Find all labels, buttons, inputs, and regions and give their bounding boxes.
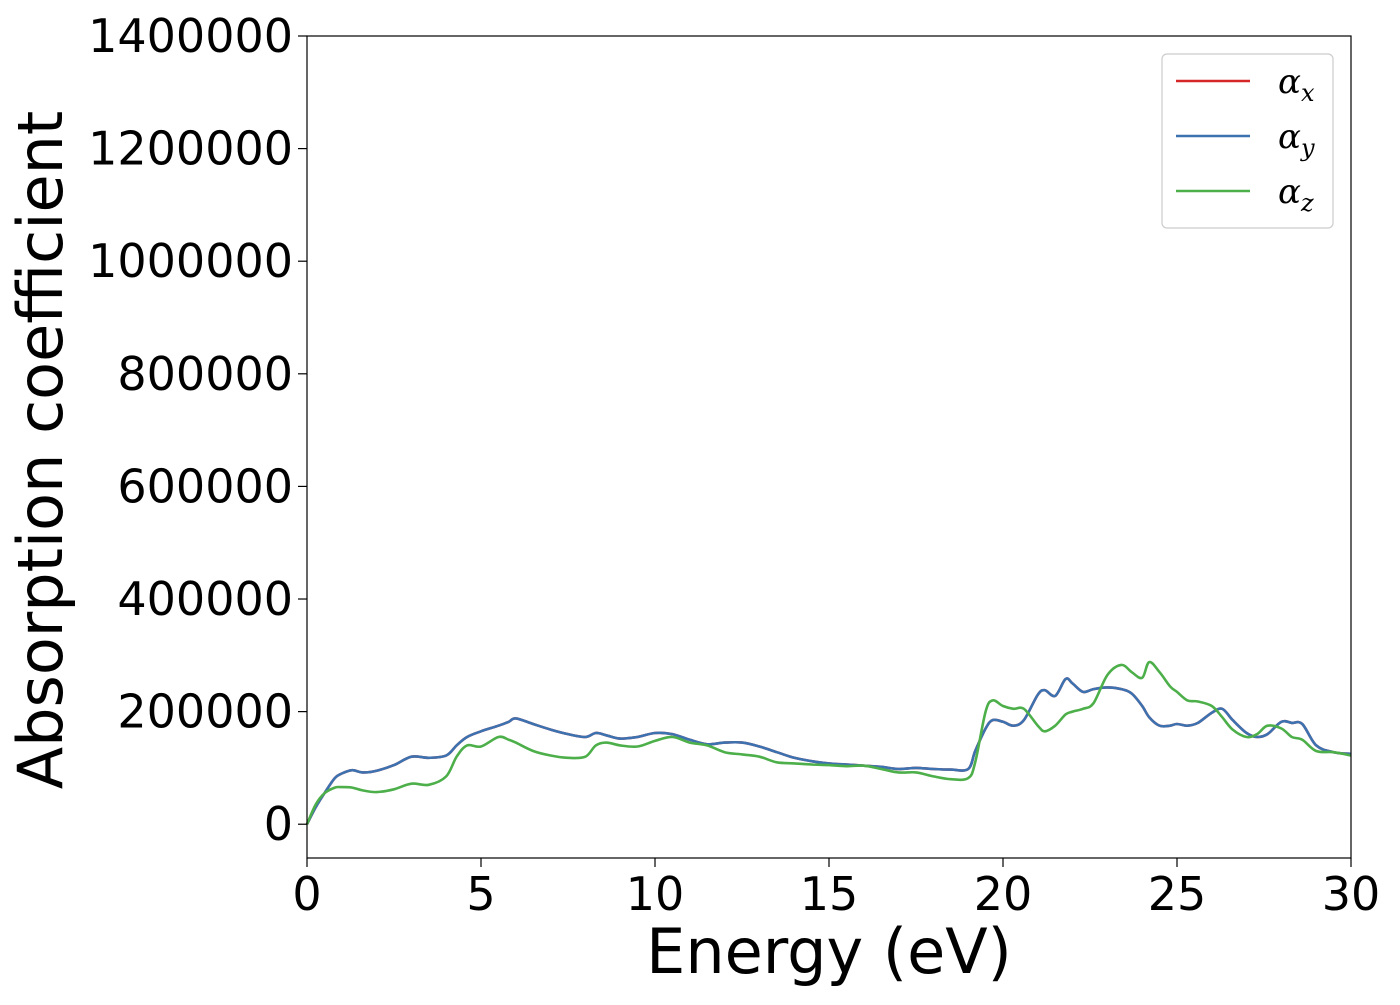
x-tick-label: 5 <box>466 867 495 921</box>
legend-label: αy <box>1278 117 1315 162</box>
x-tick-label: 15 <box>800 867 859 921</box>
y-tick-label: 400000 <box>117 572 293 626</box>
x-tick-label: 0 <box>292 867 321 921</box>
y-tick-label: 200000 <box>117 685 293 739</box>
x-tick-label: 30 <box>1322 867 1381 921</box>
series-line-y <box>305 677 1352 825</box>
legend-box <box>1161 53 1334 229</box>
series-line-z <box>305 660 1352 825</box>
x-axis-label: Energy (eV) <box>646 915 1012 988</box>
y-tick-label: 1000000 <box>88 234 293 288</box>
y-tick-label: 0 <box>264 797 293 851</box>
y-tick-label: 1200000 <box>88 122 293 176</box>
legend-label: αx <box>1278 62 1315 107</box>
x-tick-label: 20 <box>974 867 1033 921</box>
y-tick-label: 800000 <box>117 347 293 401</box>
y-tick-label: 1400000 <box>88 9 293 63</box>
legend: αx αy αz <box>1161 53 1334 229</box>
y-tick-label: 600000 <box>117 459 293 513</box>
series-layer <box>305 660 1352 825</box>
x-tick-label: 25 <box>1148 867 1207 921</box>
legend-label: αz <box>1278 172 1314 217</box>
x-tick-label: 10 <box>626 867 685 921</box>
x-axis: 0 5 10 15 20 25 30 <box>292 858 1380 921</box>
y-axis: 0 200000 400000 600000 800000 1000000 1200000 1… <box>88 9 307 851</box>
y-axis-label: Absorption coefficient <box>4 111 77 790</box>
